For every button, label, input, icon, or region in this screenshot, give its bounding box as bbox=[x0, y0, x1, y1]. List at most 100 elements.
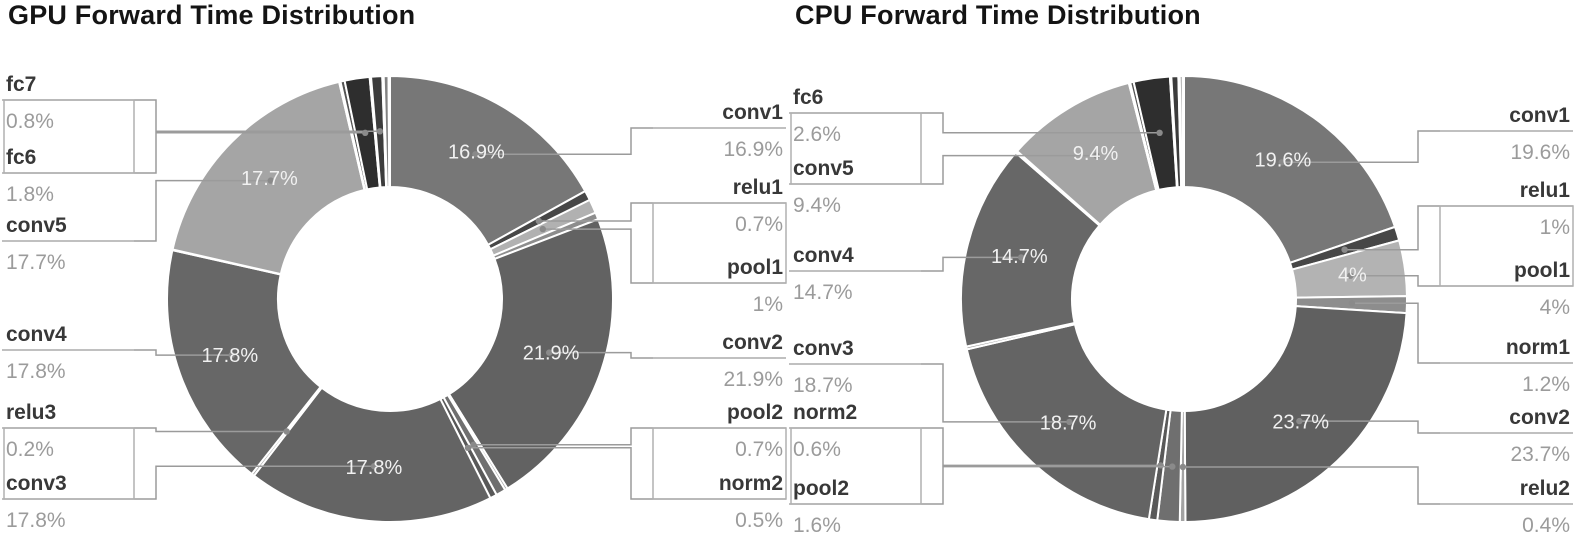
pie-slice-conv1 bbox=[389, 75, 587, 246]
callout-connector-conv3 bbox=[134, 465, 375, 500]
callout-name-conv5: conv5 bbox=[793, 157, 854, 180]
callout-name-conv3: conv3 bbox=[793, 337, 854, 360]
connector-dot-fc6 bbox=[362, 129, 369, 136]
connector-dot-pool2 bbox=[470, 441, 477, 448]
callout-value-norm2: 0.5% bbox=[735, 509, 783, 532]
callout-name-relu3: relu3 bbox=[6, 401, 57, 424]
slice-inner-label-conv3: 17.8% bbox=[346, 457, 403, 479]
connector-dot-conv5 bbox=[1093, 152, 1100, 159]
callout-name-conv2: conv2 bbox=[1509, 406, 1570, 429]
callout-connector-fc6 bbox=[134, 132, 366, 174]
callout-value-relu3: 0.2% bbox=[6, 438, 54, 461]
callout-value-norm1: 1.2% bbox=[1522, 373, 1570, 396]
callout-value-conv5: 17.7% bbox=[6, 251, 66, 274]
connector-dot-fc6 bbox=[1156, 129, 1163, 136]
pie-slice-sliver-20 bbox=[1181, 75, 1185, 189]
callout-connector-conv4 bbox=[134, 349, 232, 356]
connector-dot-fc7 bbox=[376, 128, 384, 135]
callout-value-pool2: 0.7% bbox=[735, 438, 783, 461]
callout-connector-pool2 bbox=[921, 465, 1173, 505]
gpu-donut-svg: 16.9% 21.9% 17.8% 17.8% 17.7% bbox=[2, 74, 787, 523]
callout-bracket-box bbox=[790, 427, 922, 505]
slice-inner-label-conv1: 16.9% bbox=[448, 142, 505, 164]
pie-slice-conv4 bbox=[960, 151, 1101, 348]
callout-value-fc6: 1.8% bbox=[6, 183, 54, 206]
chart-cpu-forward-time: 19.6% 4% 23.7% 18.7% 14.7% 9.4% CPU Forward T… bbox=[787, 0, 1574, 558]
pie-slice-sliver-20 bbox=[387, 74, 391, 189]
callout-name-norm2: norm2 bbox=[793, 401, 858, 424]
connector-dot-conv4 bbox=[1018, 254, 1025, 261]
callout-value-conv1: 19.6% bbox=[1510, 141, 1570, 164]
slice-inner-label-conv2: 23.7% bbox=[1272, 412, 1329, 434]
pie-slice-conv4 bbox=[166, 249, 322, 475]
callout-value-conv5: 9.4% bbox=[793, 194, 841, 217]
pie-slice-conv2 bbox=[448, 218, 614, 490]
connector-dot-pool1 bbox=[1347, 272, 1354, 279]
callout-connector-pool1 bbox=[1350, 274, 1440, 287]
cpu-donut-svg: 19.6% 4% 23.7% 18.7% 14.7% 9.4% bbox=[789, 75, 1574, 524]
callout-bracket-box bbox=[3, 427, 135, 500]
callout-connector-conv5 bbox=[134, 179, 271, 242]
callout-connector-pool2 bbox=[473, 427, 653, 446]
callout-bracket-box bbox=[1439, 205, 1574, 287]
callout-connector-relu3 bbox=[134, 427, 287, 433]
callout-connector-fc7 bbox=[134, 99, 380, 133]
callout-name-pool2: pool2 bbox=[793, 477, 849, 500]
callout-name-pool1: pool1 bbox=[1514, 259, 1570, 282]
callout-name-relu2: relu2 bbox=[1519, 477, 1570, 500]
callout-value-pool1: 1% bbox=[752, 293, 783, 316]
callout-name-relu1: relu1 bbox=[732, 176, 783, 199]
callout-name-conv4: conv4 bbox=[6, 323, 67, 346]
callout-value-pool2: 1.6% bbox=[793, 514, 841, 537]
connector-dot-conv1 bbox=[1278, 159, 1285, 166]
callout-connector-fc6 bbox=[921, 112, 1160, 134]
callout-name-norm2: norm2 bbox=[718, 472, 783, 495]
connector-dot-relu1 bbox=[1341, 246, 1348, 253]
callout-connector-conv1 bbox=[1281, 130, 1440, 164]
connector-dot-pool1 bbox=[539, 225, 546, 233]
connector-dot-conv5 bbox=[267, 177, 274, 184]
chart-gpu-forward-time: 16.9% 21.9% 17.8% 17.8% 17.7% GPU Forward Ti… bbox=[2, 0, 787, 532]
callout-connector-pool1 bbox=[542, 228, 653, 284]
connector-dot-pool2 bbox=[1169, 463, 1176, 470]
pie-slice-conv1 bbox=[1183, 75, 1397, 264]
slice-inner-label-conv4: 14.7% bbox=[991, 246, 1048, 268]
pie-slice-conv2 bbox=[1183, 305, 1408, 523]
callout-value-conv2: 21.9% bbox=[723, 368, 783, 391]
callout-value-conv2: 23.7% bbox=[1510, 443, 1570, 466]
callout-value-conv3: 18.7% bbox=[793, 374, 853, 397]
slice-inner-label-pool1: 4% bbox=[1338, 264, 1367, 286]
callout-name-pool1: pool1 bbox=[727, 256, 783, 279]
callout-name-fc7: fc7 bbox=[6, 73, 37, 96]
callout-value-relu2: 0.4% bbox=[1522, 514, 1570, 537]
connector-dot-norm1 bbox=[1348, 300, 1356, 307]
pie-slice-conv3 bbox=[252, 386, 492, 523]
slice-inner-label-conv2: 21.9% bbox=[523, 342, 580, 364]
callout-connector-conv3 bbox=[921, 363, 1070, 423]
callout-name-norm1: norm1 bbox=[1505, 336, 1570, 359]
callout-value-conv4: 17.8% bbox=[6, 360, 66, 383]
callout-connector-conv2 bbox=[1299, 420, 1440, 434]
callout-bracket-box bbox=[790, 112, 922, 185]
callout-name-fc6: fc6 bbox=[793, 86, 824, 109]
callout-connector-relu2 bbox=[1182, 466, 1440, 505]
callout-connector-norm1 bbox=[1351, 302, 1440, 364]
callout-connector-relu1 bbox=[538, 202, 653, 222]
callout-name-conv1: conv1 bbox=[1509, 104, 1570, 127]
callout-connector-conv5 bbox=[921, 154, 1097, 185]
slice-inner-label-conv1: 19.6% bbox=[1255, 150, 1312, 172]
callout-value-relu1: 0.7% bbox=[735, 213, 783, 236]
callout-value-relu1: 1% bbox=[1539, 216, 1570, 239]
connector-dot-relu2 bbox=[1179, 463, 1187, 471]
callout-value-pool1: 4% bbox=[1539, 296, 1570, 319]
callout-value-fc7: 0.8% bbox=[6, 110, 54, 133]
slice-inner-label-conv4: 17.8% bbox=[201, 345, 258, 367]
pie-slice-conv5 bbox=[171, 80, 366, 276]
connector-dot-conv3 bbox=[1066, 418, 1073, 426]
callout-value-norm2: 0.6% bbox=[793, 438, 841, 461]
callout-connector-norm2 bbox=[921, 427, 1161, 467]
callout-name-conv5: conv5 bbox=[6, 214, 67, 237]
connector-dot-norm2 bbox=[464, 444, 472, 451]
callout-name-conv1: conv1 bbox=[722, 101, 783, 124]
